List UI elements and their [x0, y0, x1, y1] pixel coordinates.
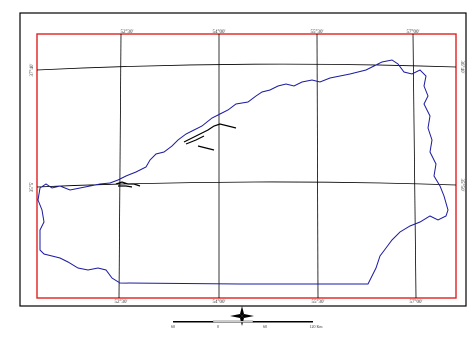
fault-line: [183, 123, 237, 143]
feature-marks: [115, 123, 237, 188]
scale-label: 120 Km: [310, 324, 324, 329]
right-tick-label: 36°40': [459, 61, 464, 74]
fault-line: [185, 135, 205, 145]
left-tick-label: 35°5': [30, 182, 35, 192]
scale-label: 60: [171, 324, 175, 329]
scale-bar: 60 0 60 120 Km: [171, 320, 324, 329]
bottom-tick-label: 52°30': [115, 300, 128, 305]
fault-line: [115, 181, 141, 187]
left-tick-labels: 37°40' 35°5': [30, 63, 35, 192]
bottom-tick-label: 54°00': [213, 300, 226, 305]
right-tick-labels: 36°40' 35°50': [459, 61, 464, 192]
scale-segment: [173, 321, 213, 323]
top-tick-label: 57°00': [407, 30, 420, 35]
scale-segment: [212, 320, 254, 323]
outer-frame: [19, 12, 467, 307]
scale-label: 60: [263, 324, 267, 329]
meridian-line: [316, 33, 319, 299]
top-tick-label: 52°30': [121, 30, 134, 35]
left-tick-label: 37°40': [30, 63, 35, 76]
meridian-line: [412, 33, 417, 299]
top-tick-label: 55°30': [311, 30, 324, 35]
fault-line: [118, 185, 133, 188]
north-arrow-icon: [230, 306, 254, 326]
scale-segment: [253, 321, 313, 323]
right-tick-label: 35°50': [459, 179, 464, 192]
fault-line: [197, 145, 215, 151]
province-boundary: [37, 59, 449, 285]
bottom-tick-label: 57°00': [410, 300, 423, 305]
meridian-line: [118, 33, 122, 299]
parallel-line: [36, 63, 457, 71]
top-tick-label: 54°00': [213, 30, 226, 35]
bottom-tick-label: 55°30': [312, 300, 325, 305]
inner-neatline: [36, 33, 457, 299]
graticule: [36, 33, 457, 299]
scale-label: 0: [217, 324, 219, 329]
bottom-tick-labels: 52°30' 54°00' 55°30' 57°00': [115, 300, 423, 305]
top-tick-labels: 52°30' 54°00' 55°30' 57°00': [121, 30, 420, 35]
